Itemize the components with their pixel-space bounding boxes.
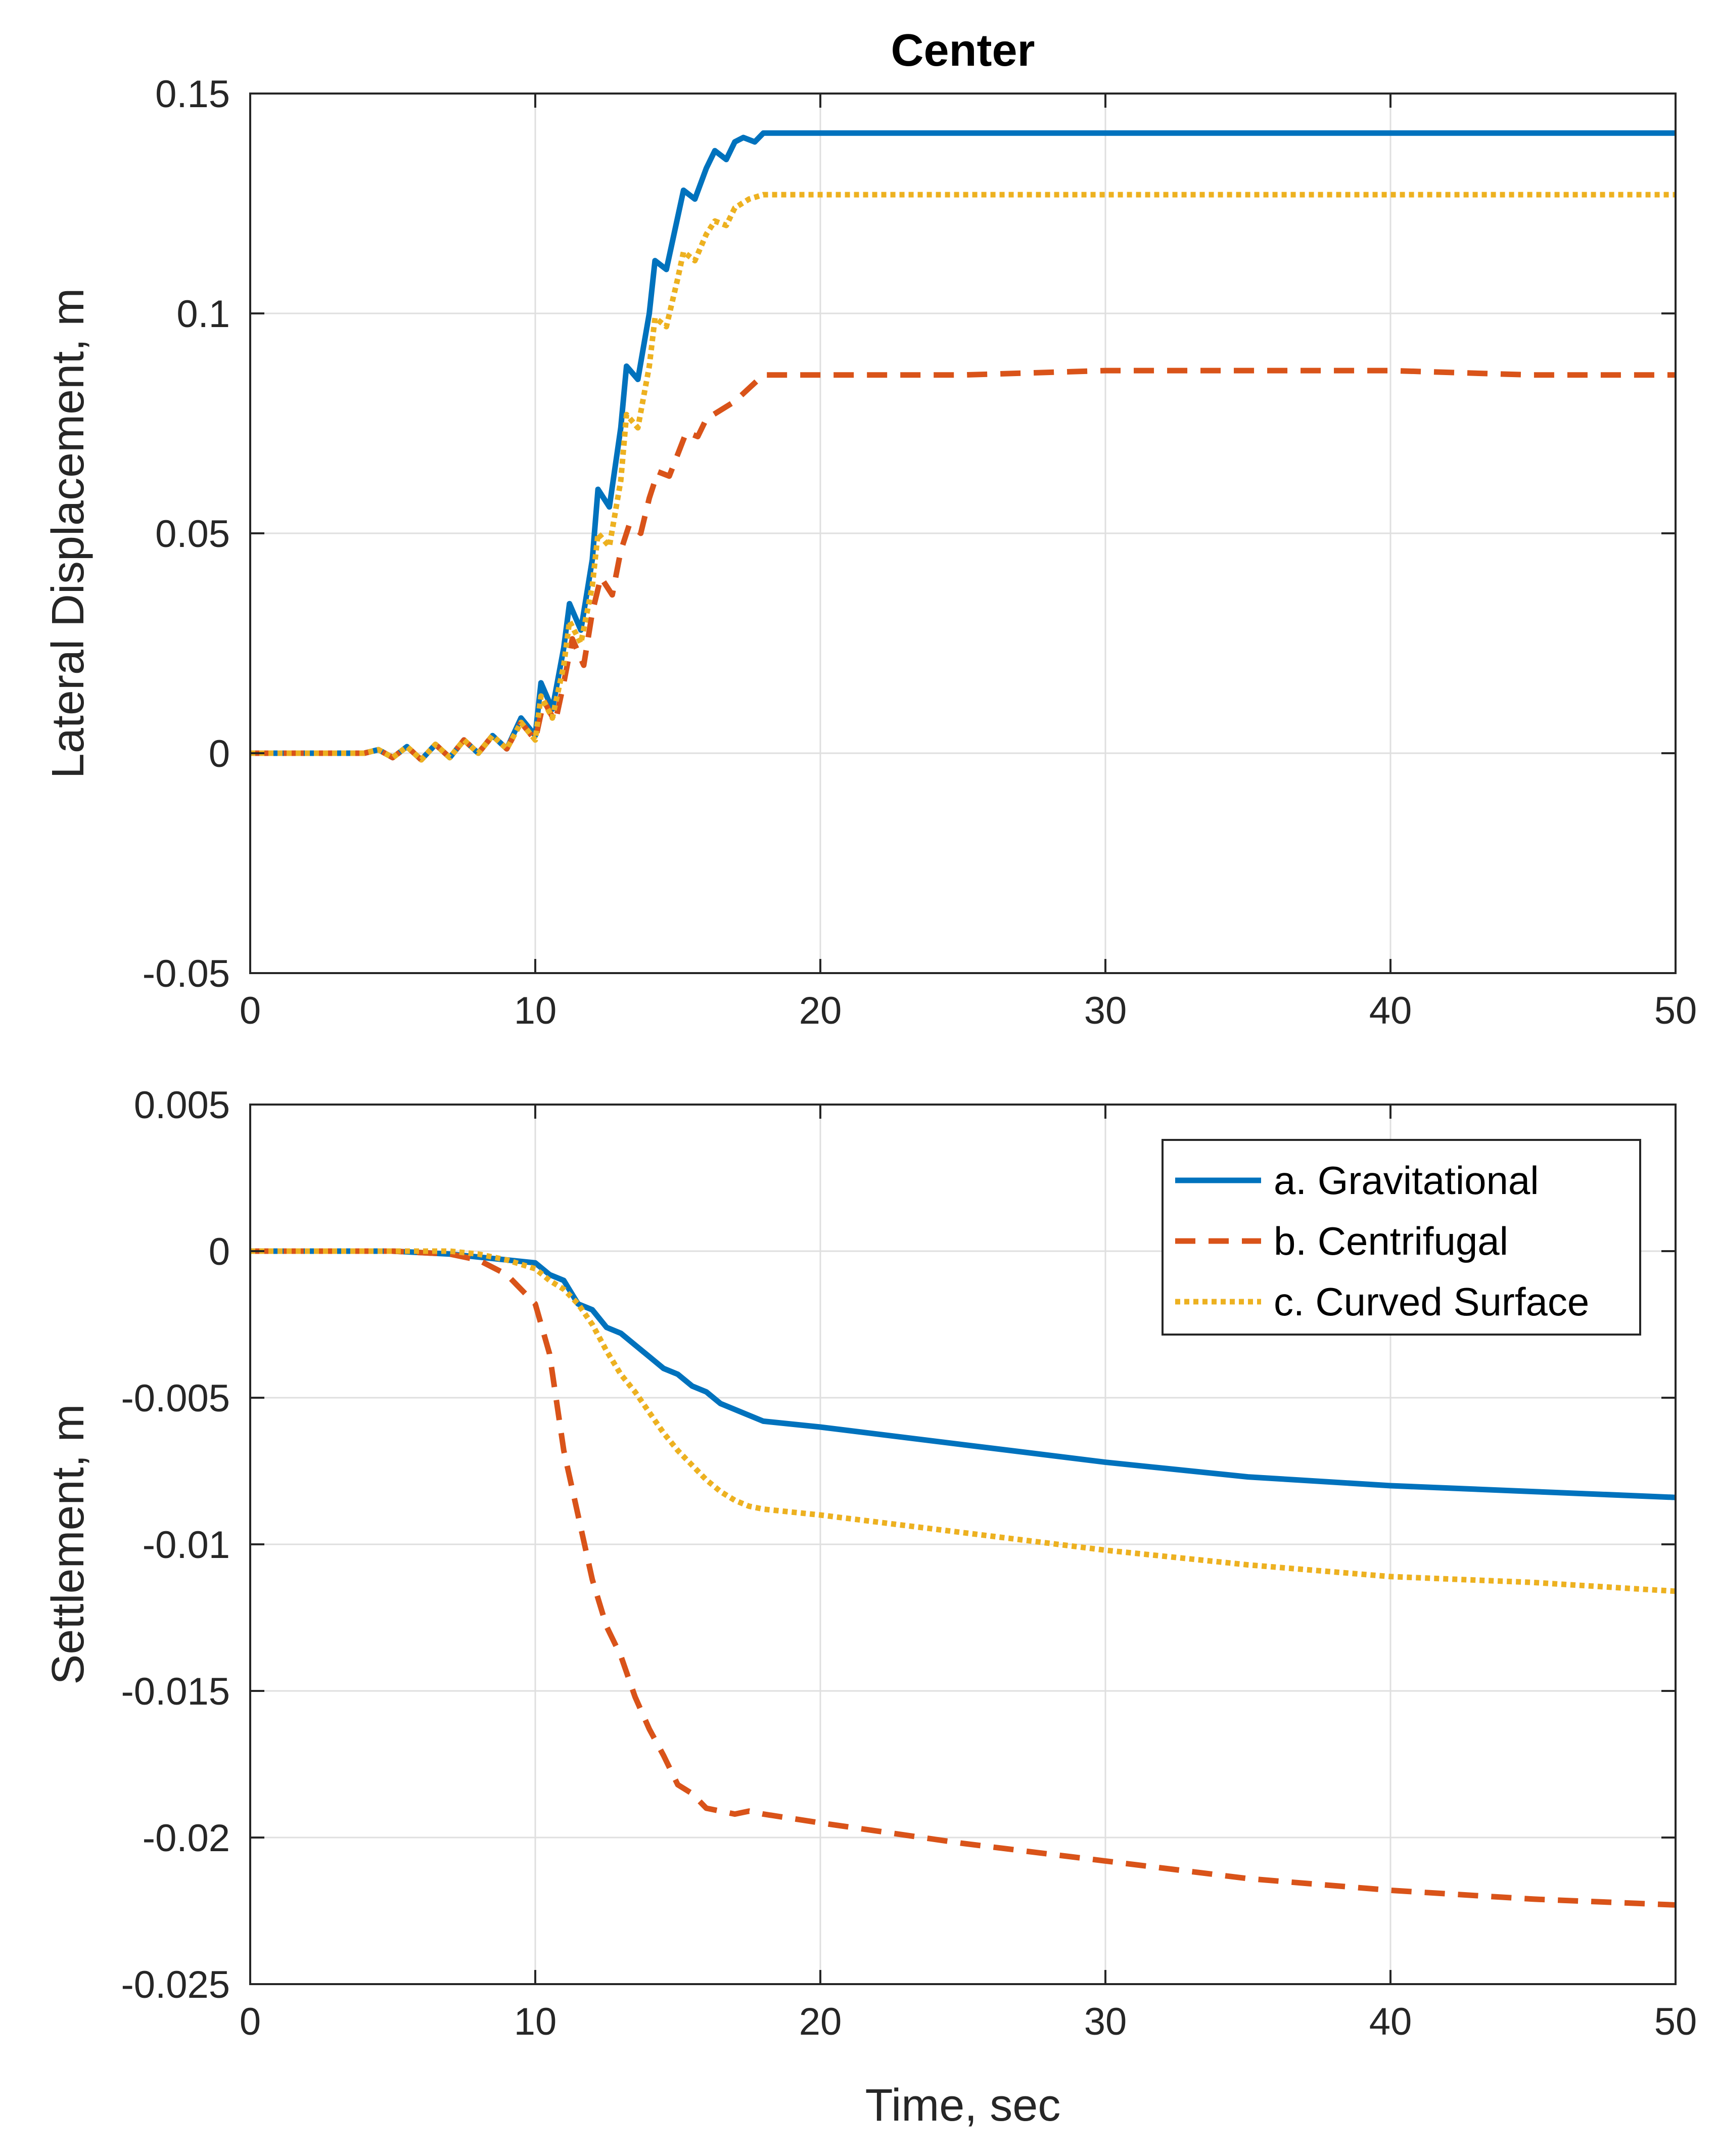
- y-tick-label: -0.02: [143, 1817, 230, 1860]
- x-tick-label: 0: [240, 2000, 261, 2043]
- legend-label-3: c. Curved Surface: [1274, 1279, 1589, 1324]
- y-tick-label: 0.15: [155, 73, 230, 116]
- legend-label-1: a. Gravitational: [1274, 1158, 1539, 1203]
- y-axis-label: Lateral Displacement, m: [43, 288, 94, 778]
- x-tick-label: 10: [514, 989, 557, 1032]
- x-tick-label: 20: [799, 2000, 842, 2043]
- x-tick-label: 20: [799, 989, 842, 1032]
- x-tick-label: 0: [240, 989, 261, 1032]
- series-group: [250, 130, 1676, 763]
- series-line-3: [250, 1248, 1676, 1594]
- series-line-2: [250, 368, 1676, 763]
- y-tick-label: 0: [209, 1230, 230, 1273]
- series-line-1: [250, 1248, 1676, 1500]
- y-tick-label: -0.005: [121, 1377, 230, 1420]
- x-tick-label: 40: [1369, 2000, 1412, 2043]
- y-axis-label: Settlement, m: [43, 1404, 94, 1684]
- series-line-1: [250, 130, 1676, 763]
- top-chart-lateral-displacement: 0 10 20 30 40 50-0.0500.050.10.15CenterLatera…: [43, 25, 1697, 1032]
- series-line-3: [250, 192, 1676, 763]
- y-tick-label: 0.05: [155, 513, 230, 556]
- y-tick-label: 0.005: [134, 1084, 230, 1127]
- y-tick-label: 0.1: [176, 293, 230, 336]
- y-tick-label: -0.025: [121, 1963, 230, 2006]
- x-tick-label: 50: [1654, 2000, 1697, 2043]
- series-group: [250, 1248, 1676, 1908]
- legend-label-2: b. Centrifugal: [1274, 1219, 1508, 1263]
- y-tick-label: 0: [209, 732, 230, 775]
- series-line-2: [250, 1248, 1676, 1908]
- y-tick-label: -0.05: [143, 952, 230, 995]
- y-tick-label: -0.01: [143, 1524, 230, 1567]
- x-tick-label: 50: [1654, 989, 1697, 1032]
- x-tick-label: 40: [1369, 989, 1412, 1032]
- x-tick-label: 10: [514, 2000, 557, 2043]
- x-axis-label: Time, sec: [865, 2080, 1061, 2131]
- legend: a. Gravitational b. Centrifugal c. Curved …: [1162, 1139, 1641, 1336]
- x-tick-label: 30: [1084, 2000, 1127, 2043]
- y-tick-label: -0.015: [121, 1670, 230, 1713]
- chart-title: Center: [891, 25, 1035, 76]
- x-tick-label: 30: [1084, 989, 1127, 1032]
- bottom-chart-settlement: 0 10 20 30 40 50 -0.025 -0.02 -0.015 -0.01 -0.005 0…: [43, 1084, 1697, 2131]
